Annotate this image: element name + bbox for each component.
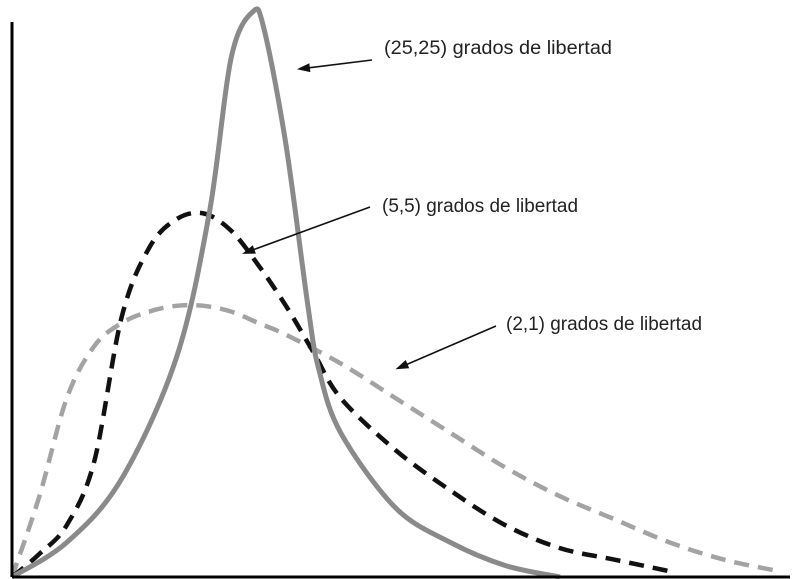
series-line-f-2-1	[9, 302, 780, 578]
annotation-label: (2,1) grados de libertad	[506, 314, 702, 335]
curves-layer	[9, 6, 780, 579]
annotation-arrowhead	[296, 63, 311, 73]
annotation-arrow-line	[304, 59, 373, 70]
annotations-layer: (25,25) grados de libertad (5,5) grados d…	[242, 38, 702, 370]
annotation-arrow-line	[249, 206, 371, 252]
series-line-f-5-5	[10, 210, 670, 579]
annotation-arrowhead	[395, 360, 410, 370]
annotation-label: (5,5) grados de libertad	[382, 196, 578, 217]
series-line-f-25-25	[10, 6, 561, 579]
annotation-label: (25,25) grados de libertad	[384, 38, 612, 59]
annotation-arrowhead	[242, 245, 256, 254]
annotation-arrow-line	[402, 325, 497, 367]
